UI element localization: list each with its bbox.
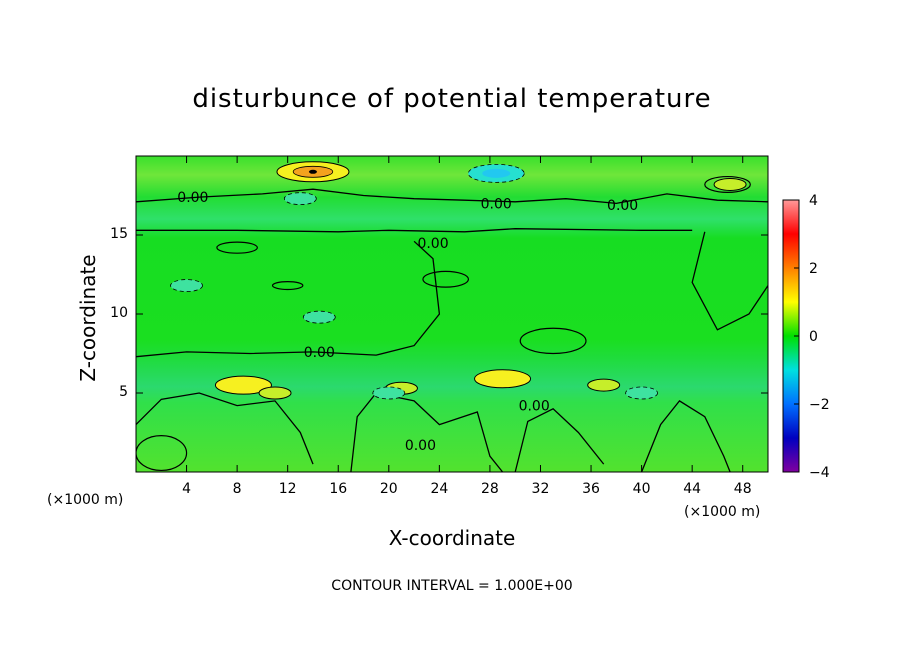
colorbar-tick-label: 2 [809, 261, 818, 277]
colorbar-tick-label: −4 [809, 465, 830, 481]
x-tick-label: 44 [683, 481, 702, 497]
anomaly-cool-8 [283, 192, 317, 206]
colorbar-tick-label: −2 [809, 397, 830, 413]
anomaly-cool-9 [372, 386, 406, 400]
anomaly-warm-0 [276, 161, 350, 183]
x-tick-label: 4 [182, 481, 191, 497]
x-axis-label: X-coordinate [388, 526, 516, 550]
anomaly-cool-10 [625, 386, 658, 400]
x-tick-label: 40 [632, 481, 651, 497]
x-tick-label: 24 [430, 481, 449, 497]
anomaly-cool-12 [302, 310, 336, 324]
contour-line-upper [136, 188, 768, 205]
contour-blob-2 [271, 281, 304, 291]
contour-label-0: 0.00 [177, 190, 208, 206]
anomaly-warm-3 [258, 386, 292, 400]
contour-label-4: 0.00 [304, 345, 335, 361]
contour-line-right [691, 231, 768, 331]
contour-line-low-3 [514, 408, 605, 472]
contour-blob-3 [422, 270, 470, 288]
x-tick-label: 36 [582, 481, 600, 497]
contour-blob-5 [704, 175, 751, 193]
contour-blob-0 [136, 435, 188, 472]
anomaly-warm-6 [587, 378, 621, 392]
contour-label-6: 0.00 [405, 438, 436, 454]
contour-line-low-2 [350, 392, 504, 472]
y-tick-label: 10 [110, 305, 128, 321]
anomaly-warm-2 [214, 375, 272, 395]
anomaly-warm-5 [474, 369, 532, 389]
x-tick-label: 8 [232, 481, 242, 497]
contour-label-5: 0.00 [519, 399, 550, 415]
contour-line-low-4 [640, 400, 731, 472]
x-tick-label: 16 [329, 481, 348, 497]
plot-background [136, 156, 768, 472]
colorbar-tick-label: 4 [809, 193, 818, 209]
x-tick-label: 12 [278, 481, 297, 497]
x-tick-label: 28 [480, 481, 499, 497]
x-axis-unit-right: (×1000 m) [684, 504, 761, 520]
anomaly-warm-1 [713, 177, 747, 191]
x-axis-unit-left: (×1000 m) [47, 492, 124, 508]
y-tick-label: 5 [119, 384, 128, 400]
y-tick-label: 15 [110, 226, 128, 242]
chart-title: disturbunce of potential temperature [192, 84, 712, 114]
anomaly-cool-7 [467, 163, 525, 183]
x-tick-label: 20 [379, 481, 398, 497]
contour-blob-1 [216, 241, 258, 254]
contour-line-upper-2 [136, 228, 693, 233]
contour-label-3: 0.00 [417, 236, 448, 252]
colorbar-tick-label: 0 [809, 329, 818, 345]
anomaly-cool-11 [170, 279, 203, 292]
x-tick-label: 48 [733, 481, 752, 497]
contour-line-mid [136, 240, 441, 358]
contour-label-2: 0.00 [607, 198, 638, 214]
contour-line-low-1 [136, 392, 314, 465]
contour-interval-note: CONTOUR INTERVAL = 1.000E+00 [331, 578, 573, 594]
x-tick-label: 32 [531, 481, 550, 497]
contour-blob-4 [519, 327, 587, 355]
contour-label-1: 0.00 [481, 196, 512, 212]
